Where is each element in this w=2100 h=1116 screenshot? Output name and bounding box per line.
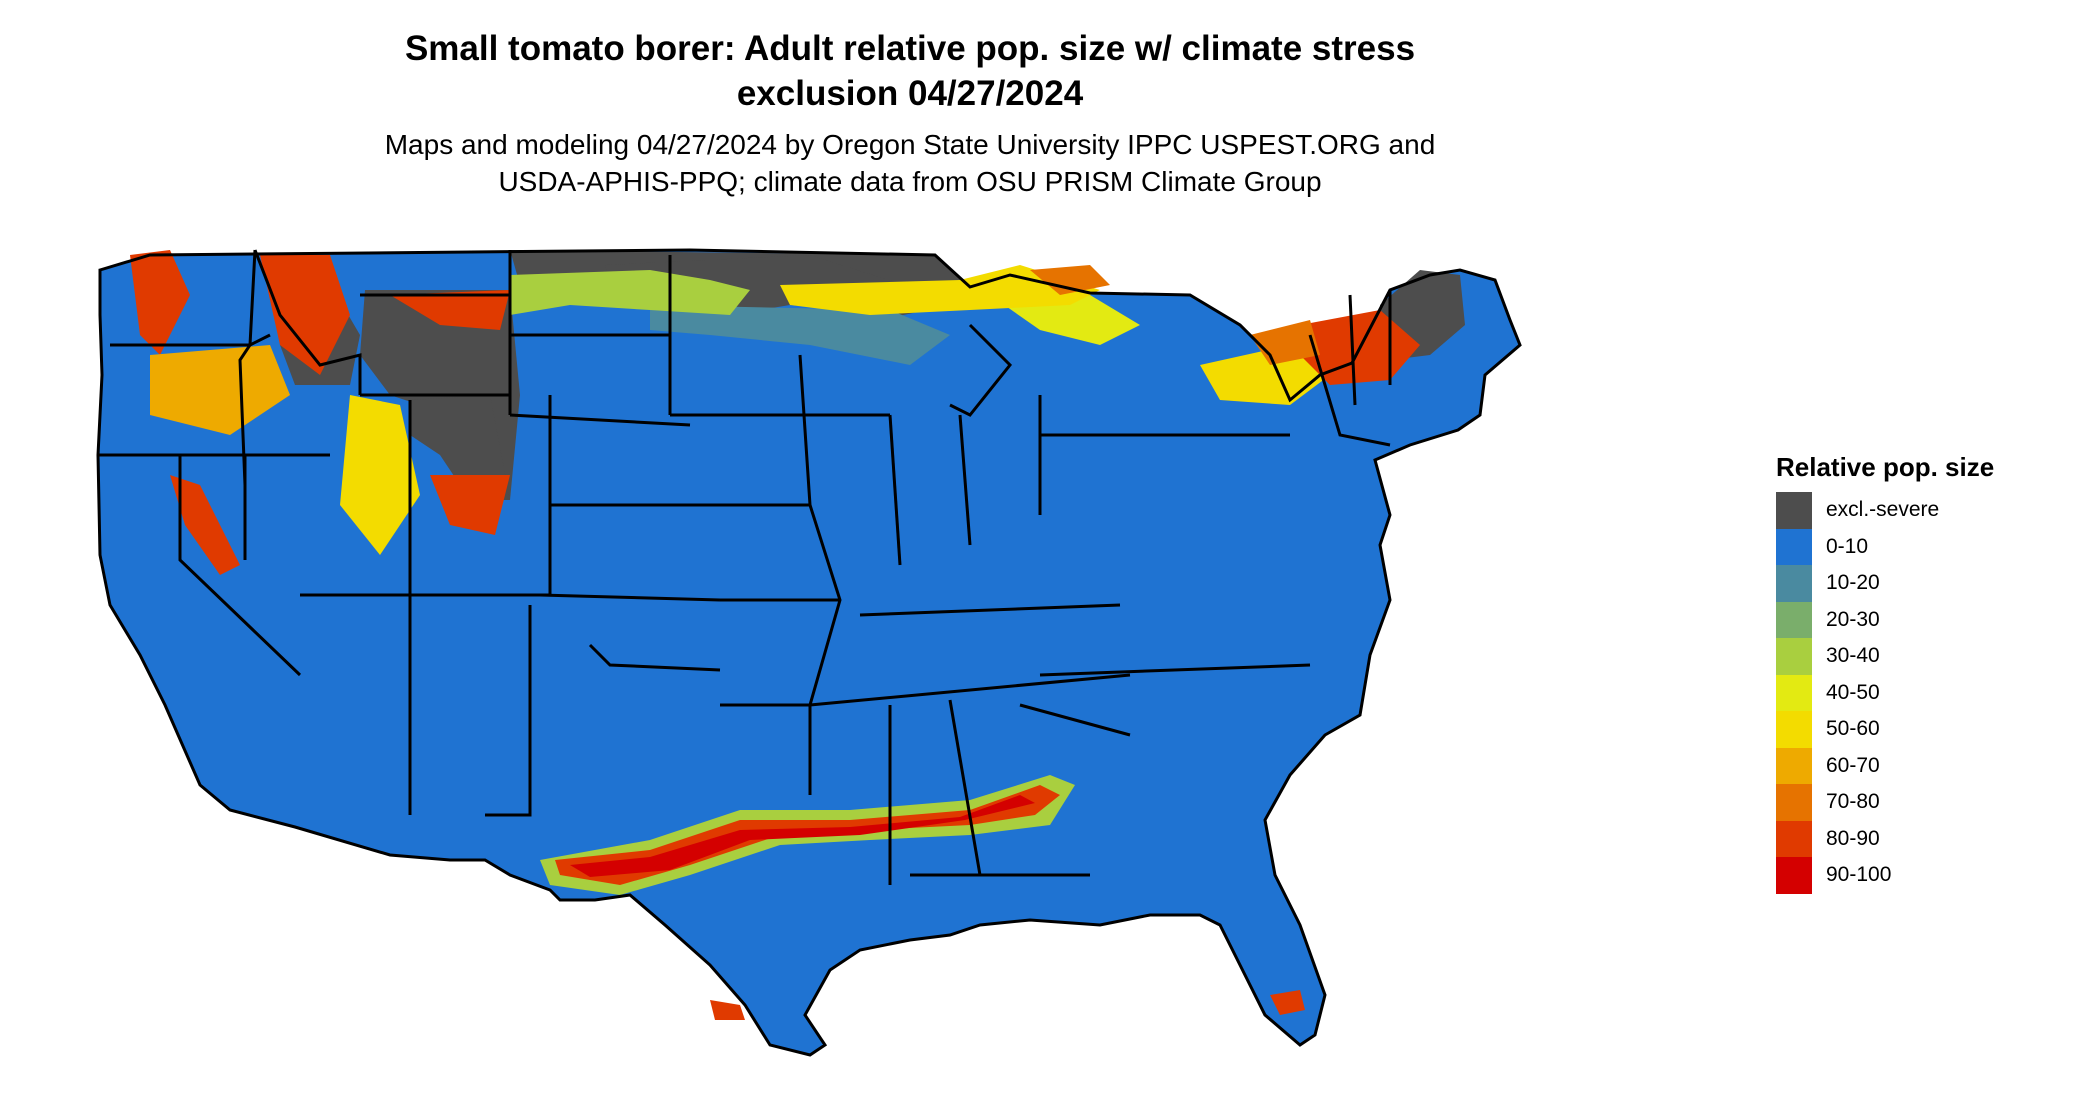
- border-al-ga: [948, 699, 982, 876]
- legend-label: 70-80: [1826, 790, 1880, 814]
- band-50-60-ny: [1200, 345, 1330, 405]
- band-80-90-montana: [390, 290, 510, 330]
- legend-title: Relative pop. size: [1776, 452, 1995, 482]
- border-tn-south: [809, 673, 1131, 707]
- excluded-colorado: [410, 395, 510, 500]
- border-id-mt: [253, 249, 362, 395]
- map-layer-south-band: [540, 775, 1305, 1020]
- legend-label: excl.-severe: [1826, 498, 1940, 522]
- map-layer-mountains: [130, 250, 510, 575]
- border-il-in: [888, 414, 902, 566]
- legend-swatch: [1776, 638, 1812, 675]
- legend-label: 60-70: [1826, 753, 1880, 777]
- legend-swatch: [1776, 492, 1812, 529]
- legend-label: 20-30: [1826, 607, 1880, 631]
- legend-label: 30-40: [1826, 644, 1880, 668]
- subtitle-line-2: USDA-APHIS-PPQ; climate data from OSU PR…: [498, 166, 1322, 197]
- legend-swatch: [1776, 784, 1812, 821]
- band-50-60-utah: [340, 395, 420, 555]
- band-90-100-south: [570, 795, 1035, 877]
- legend-label: 40-50: [1826, 680, 1880, 704]
- legend-swatch: [1776, 857, 1812, 894]
- legend-item: 50-60: [1776, 711, 2076, 748]
- border-ky-tn: [859, 603, 1121, 617]
- us-outline: [96, 248, 1522, 1057]
- legend-swatch: [1776, 747, 1812, 784]
- band-80-90-cascades: [130, 250, 190, 355]
- legend-item: 20-30: [1776, 601, 2076, 638]
- band-80-90-texas-coast: [710, 1000, 745, 1020]
- legend-item: 0-10: [1776, 528, 2076, 565]
- legend-items: excl.-severe 0-10 10-20 20-30 30-40 40-50 50-6…: [1776, 492, 2076, 894]
- legend-label: 0-10: [1826, 534, 1869, 558]
- band-80-90-rockies-n: [260, 255, 350, 375]
- band-10-20-north: [650, 305, 950, 365]
- legend-swatch: [1776, 565, 1812, 602]
- legend-item: 80-90: [1776, 820, 2076, 857]
- band-60-70-oregon: [150, 345, 290, 435]
- border-id-west: [238, 249, 257, 486]
- legend-item: excl.-severe: [1776, 492, 2076, 529]
- border-va-nc: [1039, 663, 1311, 677]
- map-title: Small tomato borer: Adult relative pop. …: [240, 26, 1580, 116]
- legend: Relative pop. size excl.-severe 0-10 10-20…: [1776, 450, 2076, 894]
- subtitle-line-1: Maps and modeling 04/27/2024 by Oregon S…: [384, 129, 1436, 160]
- legend-label: 50-60: [1826, 717, 1880, 741]
- legend-label: 90-100: [1826, 863, 1892, 887]
- border-vt-nh: [1348, 294, 1357, 406]
- border-ks-ok: [539, 593, 721, 602]
- map-subtitle: Maps and modeling 04/27/2024 by Oregon S…: [240, 126, 1580, 200]
- title-line-2: exclusion 04/27/2024: [736, 74, 1084, 113]
- border-nm-tx: [485, 605, 532, 817]
- legend-item: 40-50: [1776, 674, 2076, 711]
- border-ca-nv: [178, 455, 302, 677]
- legend-item: 30-40: [1776, 638, 2076, 675]
- legend-swatch: [1776, 528, 1812, 565]
- title-line-1: Small tomato borer: Adult relative pop. …: [404, 29, 1416, 68]
- legend-label: 10-20: [1826, 571, 1880, 595]
- border-ok-tx: [588, 643, 721, 672]
- border-mi-peninsula: [949, 323, 1013, 417]
- us-pest-map: [96, 248, 1522, 1057]
- band-80-90-colorado: [430, 475, 510, 535]
- state-borders: [96, 248, 1522, 1057]
- legend-item: 90-100: [1776, 857, 2076, 894]
- legend-swatch: [1776, 711, 1812, 748]
- legend-swatch: [1776, 674, 1812, 711]
- border-sd-ne: [509, 413, 691, 427]
- border-ms-river: [798, 354, 842, 795]
- legend-swatch: [1776, 820, 1812, 857]
- border-in-oh: [958, 414, 972, 546]
- band-80-90-sierra: [170, 475, 240, 575]
- legend-swatch: [1776, 601, 1812, 638]
- legend-item: 70-80: [1776, 784, 2076, 821]
- band-40-50-michigan: [990, 295, 1140, 345]
- legend-label: 80-90: [1826, 826, 1880, 850]
- border-nc-sc: [1019, 703, 1131, 737]
- border-new-england: [1308, 334, 1391, 447]
- band-70-80-upper-mi: [1030, 265, 1110, 295]
- band-80-90-florida: [1270, 990, 1305, 1015]
- legend-item: 10-20: [1776, 565, 2076, 602]
- band-30-40-north: [510, 270, 750, 315]
- legend-item: 60-70: [1776, 747, 2076, 784]
